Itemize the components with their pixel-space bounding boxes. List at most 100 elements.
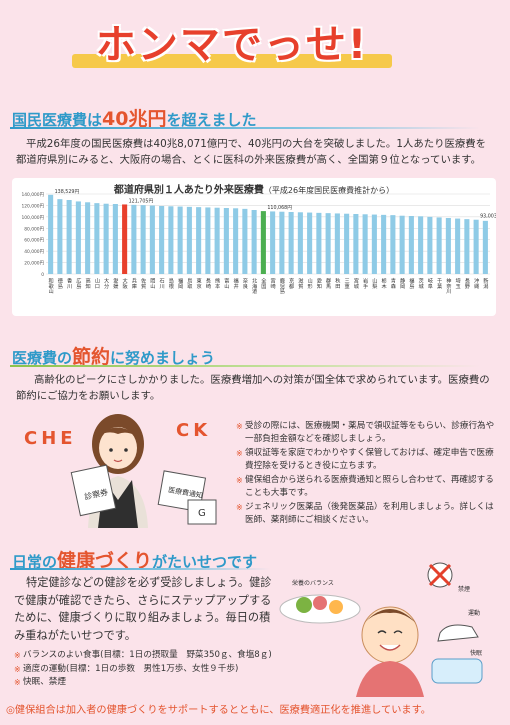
section3-title: 日常の健康づくりがたいせつです — [12, 546, 257, 573]
check-illustration: 診察券 医療費通知 G — [70, 414, 217, 528]
chart-bar — [344, 213, 350, 274]
chart-x-tick-label: 新潟 — [482, 277, 488, 290]
chart-y-tick-label: 40,000円 — [24, 249, 44, 255]
section2-title-emphasis: 節約 — [72, 346, 111, 368]
chart-bar — [418, 216, 424, 274]
chart-bar — [427, 216, 433, 274]
chart-x-tick-label: 大分 — [103, 277, 109, 290]
chart-y-tick-label: 100,000円 — [21, 215, 44, 221]
chart-x-tick-label: 鳥取 — [186, 277, 192, 290]
chart-x-tick-label: 沖縄 — [473, 277, 479, 289]
chart-x-tick-label: 佐賀 — [140, 277, 146, 290]
chart-x-tick-label: 長崎 — [204, 278, 210, 289]
face-shape — [99, 427, 137, 469]
section2-body: 高齢化のピークにさしかかりました。医療費増加への対策が国全体で求められています。… — [16, 374, 490, 402]
chart-bar — [288, 212, 294, 274]
chart-x-tick-label: 愛知 — [316, 277, 322, 290]
chart-x-tick-label: 島根 — [168, 277, 174, 290]
exercise-label: 運動 — [468, 609, 480, 617]
chart-bar — [408, 216, 414, 274]
chart-x-tick-label: 宮城 — [352, 277, 358, 290]
check-letters-right: CK — [176, 420, 212, 441]
chart-x-tick-label: 全国 — [260, 277, 266, 290]
chart-x-tick-label: 福井 — [233, 277, 239, 290]
chart-x-tick-label: 長野 — [463, 278, 469, 289]
chart-bar — [242, 208, 248, 274]
chart-x-tick-label: 栃木 — [380, 277, 386, 290]
section2-title: 医療費の節約に努めましょう — [12, 342, 215, 369]
chart-y-tick-label: 140,000円 — [21, 192, 44, 198]
section2-title-post: に努めましょう — [110, 349, 216, 367]
section3-body: 特定健診などの健診を必ず受診しましょう。健診で健康が確認できたら、さらにステップ… — [14, 576, 272, 642]
chart-data-label: 121,705円 — [129, 198, 154, 204]
meal-label: 栄養のバランス — [292, 579, 334, 587]
chart-x-tick-label: 岩手 — [362, 277, 368, 290]
footer: ◎健保組合は加入者の健康づくりをサポートするとともに、医療費適正化を推進していま… — [6, 705, 431, 716]
chart-bar — [223, 208, 229, 274]
tip-item: ジェネリック医薬品（後発医薬品）を利用しましょう。詳しくは医師、薬剤師にご相談く… — [236, 501, 498, 527]
chart-bar — [205, 207, 211, 274]
chart-bar — [233, 208, 239, 274]
chart-y-tick-label: 120,000円 — [21, 203, 44, 209]
chart-bar — [112, 204, 118, 274]
chart-bar — [168, 206, 174, 274]
chart-x-tick-label: 山梨 — [371, 277, 377, 290]
chart-panel: 都道府県別１人あたり外来医療費（平成26年度国民医療費推計から） 0 20,000… — [12, 178, 496, 316]
chart-bar — [75, 201, 81, 274]
chart-bar — [251, 210, 257, 274]
card1-label: 診察券 — [83, 487, 109, 502]
chart-x-tick-label: 埼玉 — [455, 277, 461, 289]
chart-bar — [260, 211, 266, 274]
section2-title-pre: 医療費の — [12, 349, 73, 367]
chart-bar — [464, 219, 470, 274]
chart-bar — [316, 212, 322, 274]
chart-bar — [399, 215, 405, 274]
chart-x-tick-label: 和歌山 — [47, 277, 53, 295]
section1-title-emphasis: 40兆円 — [102, 108, 167, 130]
chart-bar — [214, 207, 220, 274]
chart-data-label: 138,529円 — [55, 189, 80, 195]
chart-x-tick-label: 香川 — [66, 277, 72, 289]
health-list: バランスのよい食事(目標：1日の摂取量 野菜350ｇ、食塩8ｇ) 適度の運動(目… — [14, 649, 314, 690]
chart-x-tick-label: 茨城 — [417, 277, 423, 290]
section1-title-pre: 国民医療費は — [12, 111, 103, 129]
chart-data-label: 110,068円 — [267, 205, 292, 211]
chart-x-tick-label: 京都 — [288, 277, 294, 290]
chart-y-tick-label: 0 — [41, 272, 44, 278]
smoke-label: 禁煙 — [458, 585, 470, 593]
chart-bar — [122, 204, 128, 274]
chart-bar — [196, 207, 202, 274]
chart-x-tick-label: 熊本 — [214, 277, 220, 290]
bangs-shape — [98, 427, 140, 438]
health-illustration: 禁煙 栄養のバランス 運動 快眠 — [279, 562, 483, 697]
chart-x-tick-label: 静岡 — [399, 277, 405, 290]
chart-bar — [85, 202, 91, 274]
health-list-item: バランスのよい食事(目標：1日の摂取量 野菜350ｇ、食塩8ｇ) — [14, 649, 314, 663]
chart-x-tick-label: 愛媛 — [112, 277, 118, 290]
man-hair — [364, 609, 416, 623]
section1-title-post: を超えました — [166, 111, 257, 129]
chart-bar — [177, 206, 183, 274]
man-shirt — [356, 661, 424, 697]
chart-x-tick-label: 滋賀 — [297, 277, 303, 290]
chart-x-tick-label: 宮崎 — [270, 277, 276, 289]
chart-data-label: 93,003円 — [480, 214, 496, 220]
chart-bar — [445, 218, 451, 274]
chart-x-tick-label: 広島 — [75, 277, 81, 290]
chart-x-tick-label: 福島 — [408, 277, 414, 290]
chart-bar — [131, 204, 137, 274]
eye-left — [109, 448, 113, 452]
chart-x-tick-label: 東京 — [196, 277, 202, 290]
eye-right — [124, 448, 128, 452]
chart-x-tick-label: 大阪 — [122, 277, 128, 290]
card3-label: G — [198, 508, 206, 519]
chart-bar — [381, 214, 387, 274]
section1-title: 国民医療費は40兆円を超えました — [12, 104, 256, 131]
headline-text: ホンマでっせ! — [95, 22, 369, 68]
headline: ホンマでっせ! — [62, 14, 402, 76]
card-small — [187, 499, 217, 525]
section1-body: 平成26年度の国民医療費は40兆8,071億円で、40兆円の大台を突破しました。… — [16, 138, 487, 166]
chart-bar — [94, 203, 100, 274]
health-list-item: 適度の運動(目標：1日の歩数 男性1万歩、女性９千歩) — [14, 663, 314, 677]
tip-item: 健保組合から送られる医療費通知と照らし合わせて、再確認することも大事です。 — [236, 474, 498, 500]
